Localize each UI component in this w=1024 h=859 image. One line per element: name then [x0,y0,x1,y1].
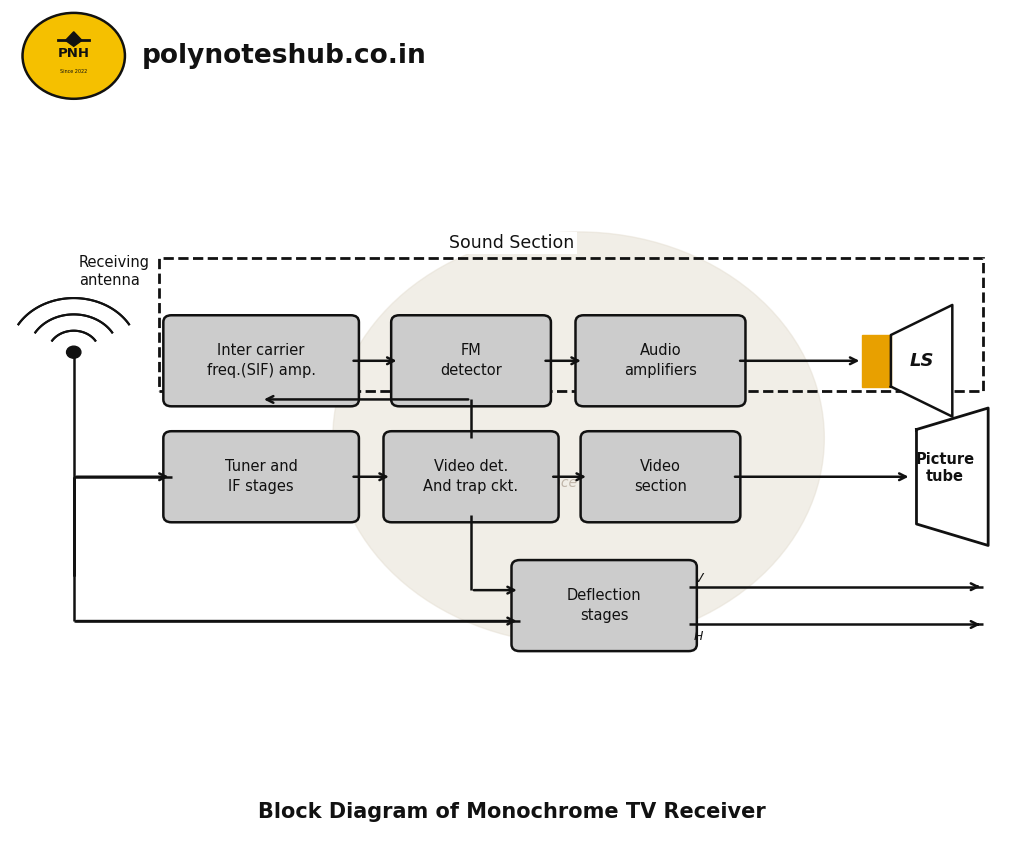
Text: Inter carrier
freq.(SIF) amp.: Inter carrier freq.(SIF) amp. [207,344,315,378]
Text: Tuner and
IF stages: Tuner and IF stages [224,460,298,494]
Text: LS: LS [909,352,934,369]
Text: V: V [694,571,702,584]
Text: Video det.
And trap ckt.: Video det. And trap ckt. [424,460,518,494]
Text: PNH: PNH [57,46,90,60]
FancyBboxPatch shape [581,431,740,522]
FancyBboxPatch shape [391,315,551,406]
FancyBboxPatch shape [575,315,745,406]
Polygon shape [891,305,952,417]
Text: Receiving
antenna: Receiving antenna [79,255,150,288]
Circle shape [23,13,125,99]
Text: Since 2022: Since 2022 [60,69,87,74]
Text: Sound Section: Sound Section [450,234,574,252]
Bar [862,335,891,387]
Text: since 2022: since 2022 [541,476,616,490]
Bar [159,258,983,391]
FancyBboxPatch shape [383,431,559,522]
Text: Video
section: Video section [634,460,687,494]
FancyBboxPatch shape [511,560,696,651]
Text: Audio
amplifiers: Audio amplifiers [624,344,697,378]
Text: Picture
tube: Picture tube [915,452,975,484]
Text: H: H [694,630,703,643]
FancyBboxPatch shape [164,315,359,406]
Polygon shape [66,32,82,46]
Circle shape [67,346,81,358]
Text: Deflection
stages: Deflection stages [567,588,641,623]
Text: Block Diagram of Monochrome TV Receiver: Block Diagram of Monochrome TV Receiver [258,801,766,822]
Text: polynoteshub.co.in: polynoteshub.co.in [141,43,426,69]
Text: FM
detector: FM detector [440,344,502,378]
Circle shape [333,232,824,644]
Polygon shape [916,408,988,545]
FancyBboxPatch shape [164,431,359,522]
